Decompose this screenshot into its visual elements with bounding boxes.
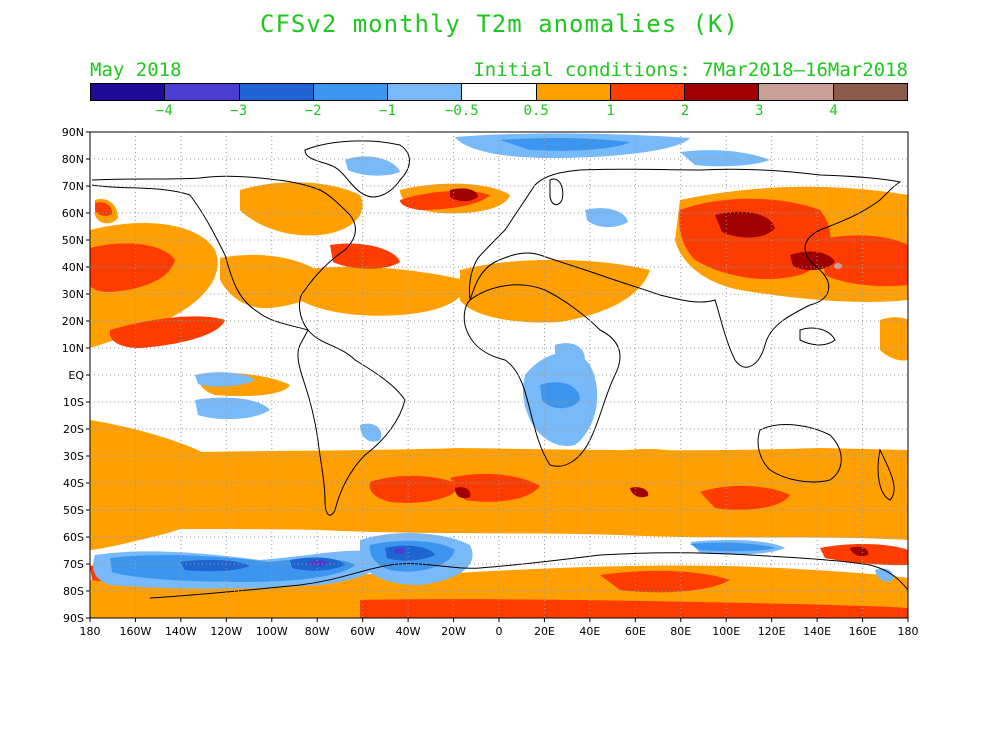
axis-ticks <box>86 131 909 622</box>
lat-label: 50S <box>63 504 84 517</box>
colorbar-swatch <box>536 84 611 100</box>
colorbar-swatch <box>462 84 537 100</box>
colorbar-tick-label: −0.5 <box>444 103 479 119</box>
colorbar-swatch <box>239 84 314 100</box>
colorbar-tick-label: 0.5 <box>523 103 549 119</box>
lon-label: 80W <box>305 625 330 638</box>
lat-label: 30N <box>62 288 84 301</box>
lat-label: 80S <box>63 585 84 598</box>
lat-label: 60S <box>63 531 84 544</box>
lon-label: 60W <box>350 625 375 638</box>
lat-label: 40N <box>62 261 84 274</box>
lon-label: 0 <box>496 625 503 638</box>
lat-label: 20N <box>62 315 84 328</box>
lat-label: 30S <box>63 450 84 463</box>
colorbar-swatch <box>388 84 463 100</box>
lon-label: 80E <box>670 625 691 638</box>
lon-label: 20E <box>534 625 555 638</box>
lat-label: 10N <box>62 342 84 355</box>
colorbar-tick-label: −1 <box>379 103 396 119</box>
colorbar-swatch <box>610 84 686 100</box>
lat-label: 90N <box>62 126 84 139</box>
colorbar-tick-label: −2 <box>304 103 322 119</box>
lon-label: 120E <box>758 625 786 638</box>
latitude-labels: 90N 80N 70N 60N 50N 40N 30N 20N 10N EQ 10S 20S 30S 40… <box>62 126 85 625</box>
lon-label: 140E <box>803 625 831 638</box>
lat-label: 80N <box>62 153 84 166</box>
lat-label: 20S <box>63 423 84 436</box>
colorbar-tick-label: −4 <box>155 103 173 119</box>
lon-label: 60E <box>625 625 646 638</box>
colorbar-swatch <box>313 84 389 100</box>
lon-label: 180 <box>898 625 919 638</box>
anomaly-shading <box>90 133 908 618</box>
colorbar-tick-label: −3 <box>230 103 248 119</box>
lat-label: 90S <box>63 612 84 625</box>
lat-label: 70N <box>62 180 84 193</box>
initial-conditions-label: Initial conditions: 7Mar2018–16Mar2018 <box>473 59 908 81</box>
colorbar-tick-label: 2 <box>680 103 690 119</box>
lon-label: 160W <box>120 625 152 638</box>
lat-label: 10S <box>63 396 84 409</box>
lon-label: 40E <box>579 625 600 638</box>
colorbar-swatch <box>759 84 834 100</box>
lon-label: 180 <box>80 625 101 638</box>
colorbar-tick-label: 1 <box>606 103 615 119</box>
colorbar-swatch <box>165 84 240 100</box>
longitude-labels: 180 160W 140W 120W 100W 80W 60W 40W 20W 0 20E 40E 60… <box>80 625 919 638</box>
lat-label: EQ <box>68 369 84 382</box>
colorbar-swatch <box>685 84 760 100</box>
lat-label: 60N <box>62 207 84 220</box>
colorbar-tick-label: 4 <box>829 103 838 119</box>
lon-label: 140W <box>165 625 197 638</box>
lon-label: 20W <box>441 625 466 638</box>
colorbar-swatch <box>91 84 166 100</box>
lat-label: 40S <box>63 477 84 490</box>
colorbar-tick-label: 3 <box>755 103 764 119</box>
lat-label: 70S <box>63 558 84 571</box>
lon-label: 120W <box>210 625 242 638</box>
colorbar <box>90 83 908 101</box>
lon-label: 40W <box>396 625 421 638</box>
lon-label: 160E <box>849 625 877 638</box>
lat-label: 50N <box>62 234 84 247</box>
graticule <box>90 132 908 618</box>
map-title: CFSv2 monthly T2m anomalies (K) <box>260 10 739 38</box>
lon-label: 100E <box>712 625 740 638</box>
colorbar-swatch <box>833 84 907 100</box>
valid-month-label: May 2018 <box>90 59 182 81</box>
lon-label: 100W <box>256 625 288 638</box>
